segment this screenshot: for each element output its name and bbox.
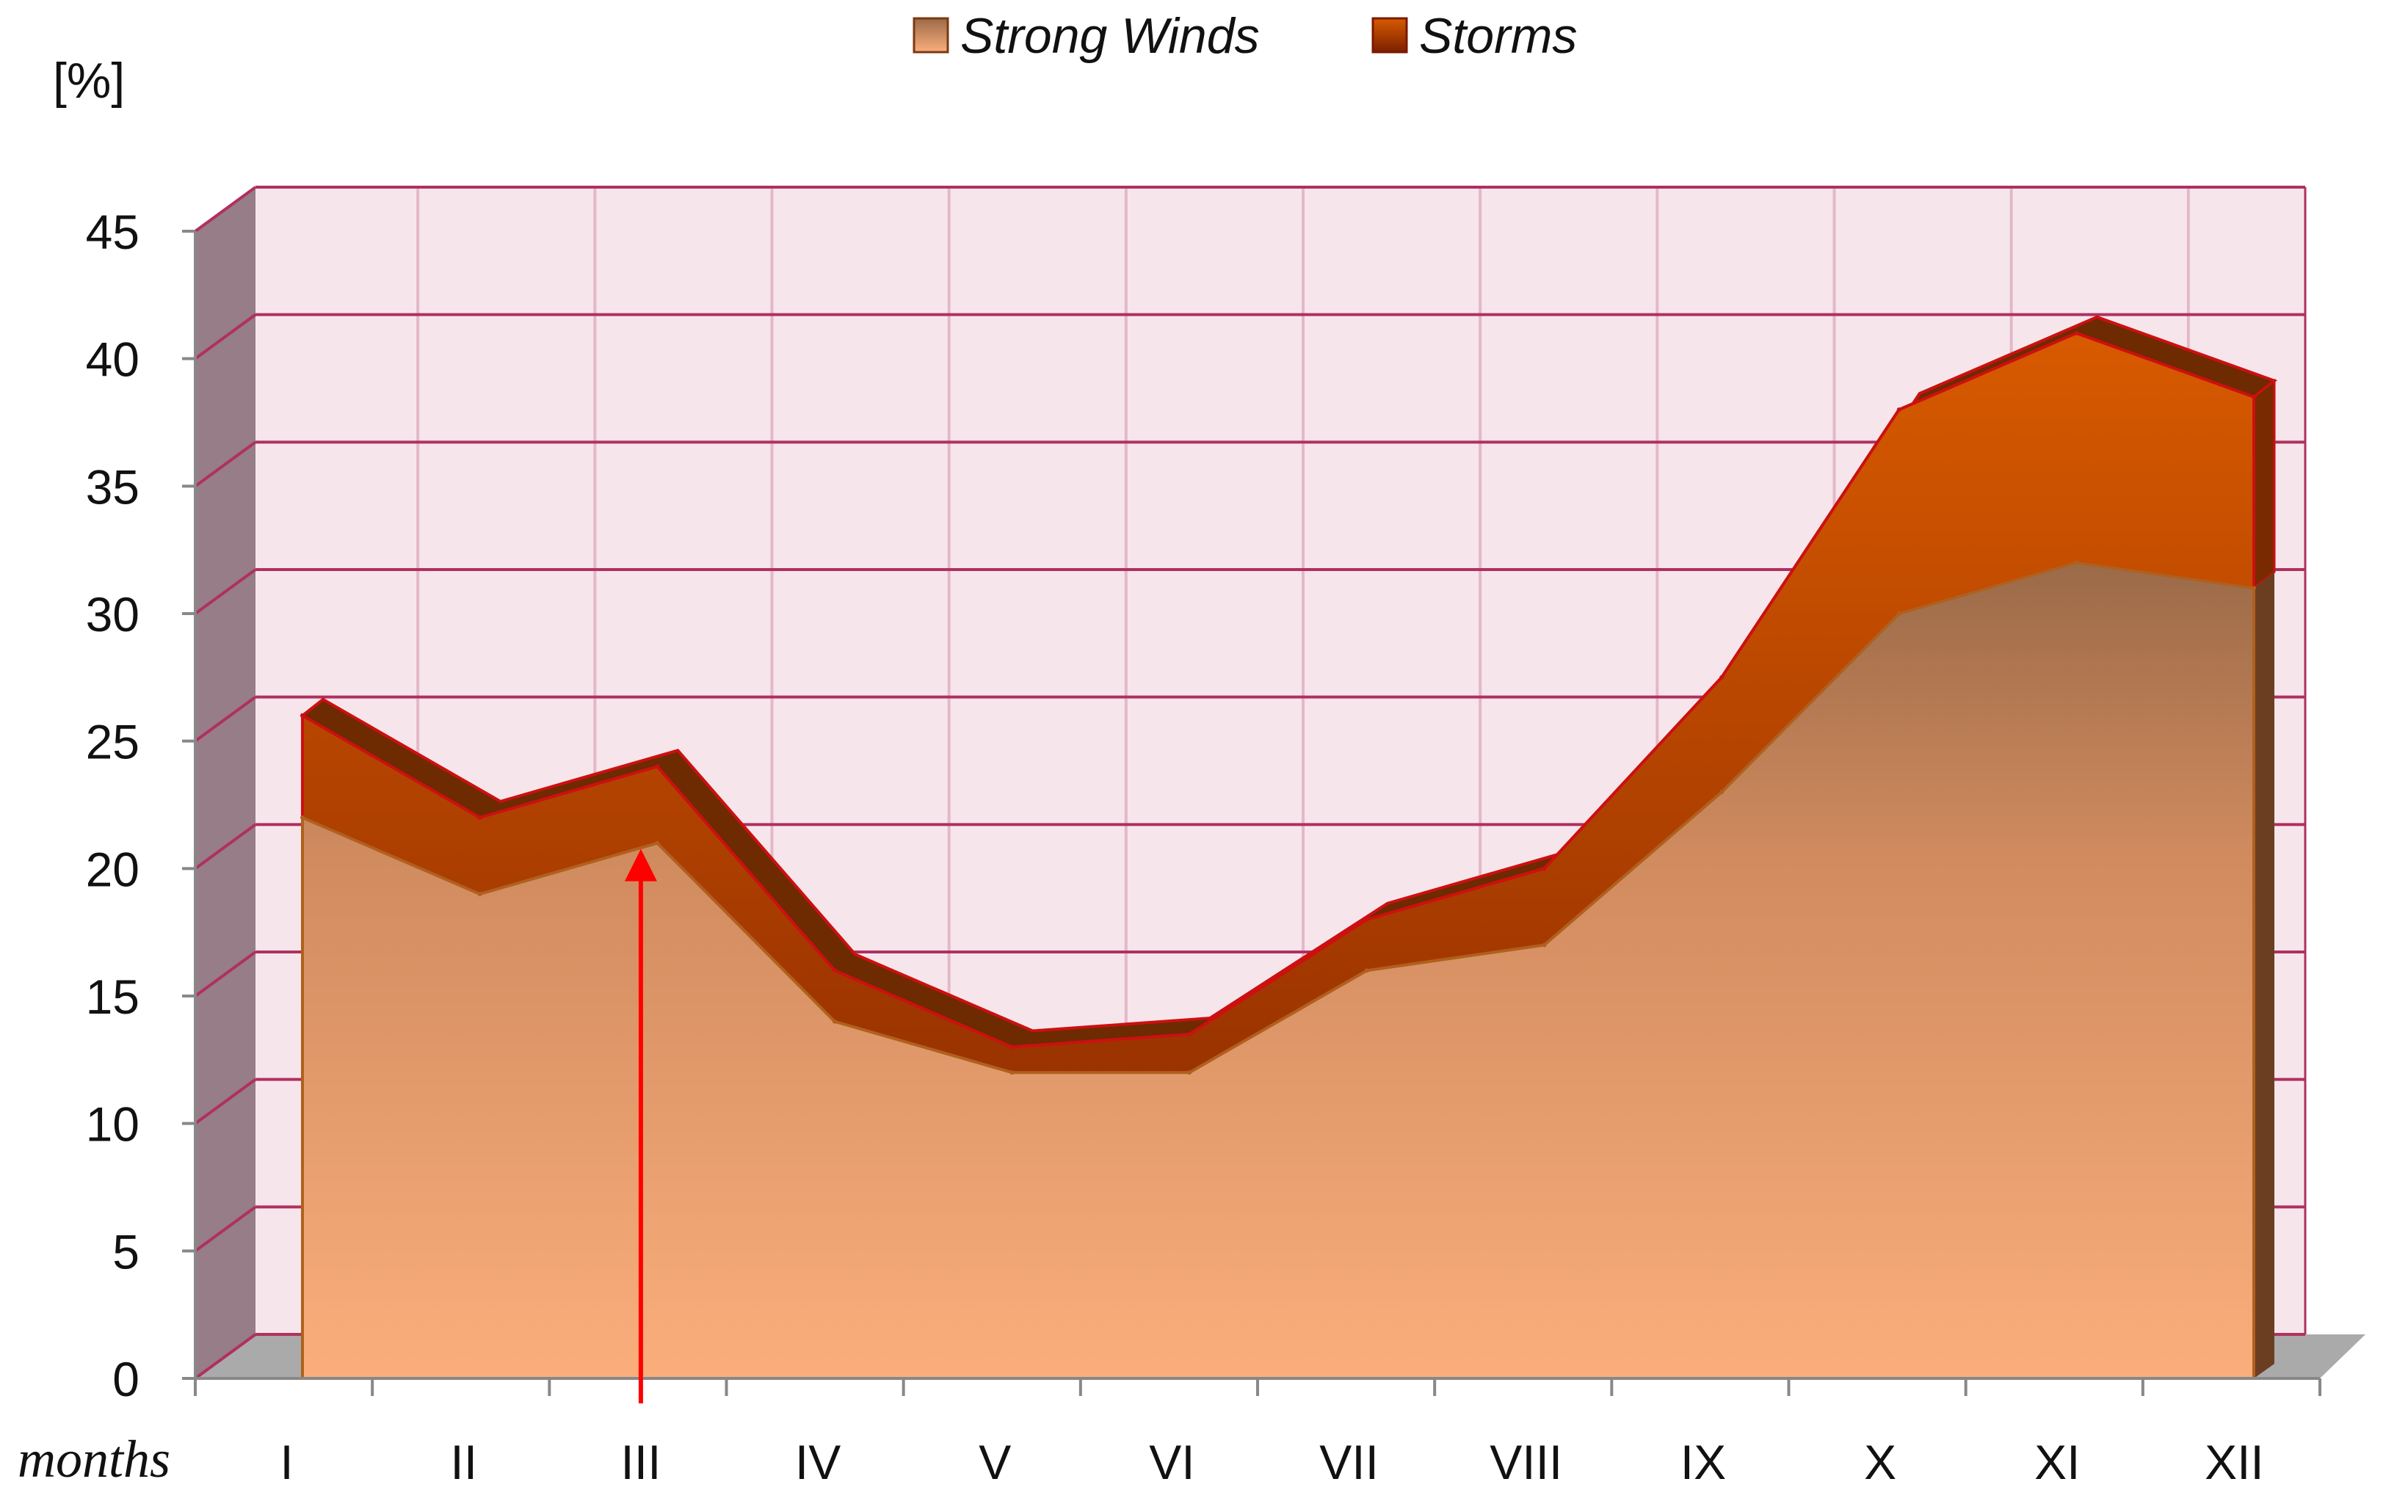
point-strong-winds bbox=[1364, 968, 1369, 973]
y-tick-label: 10 bbox=[86, 1097, 139, 1152]
point-storms bbox=[832, 968, 837, 973]
point-storms bbox=[1009, 1044, 1015, 1050]
x-tick-label: I bbox=[280, 1435, 293, 1489]
y-tick-label: 5 bbox=[112, 1224, 139, 1279]
x-tick-label: II bbox=[450, 1435, 477, 1489]
point-storms bbox=[1896, 407, 1901, 412]
y-tick-label: 40 bbox=[86, 332, 139, 387]
y-tick-label: 15 bbox=[86, 970, 139, 1024]
x-tick-label: III bbox=[620, 1435, 661, 1489]
y-tick-label: 35 bbox=[86, 459, 139, 514]
grid-line-side bbox=[194, 186, 257, 233]
x-tick-label: XII bbox=[2205, 1435, 2264, 1489]
point-storms bbox=[1364, 917, 1369, 922]
x-tick-label: VII bbox=[1319, 1435, 1379, 1489]
legend-label-storms: Storms bbox=[1419, 8, 1577, 64]
x-axis: I II III IV V VI VII VIII IX X XI XII bbox=[194, 1377, 2321, 1489]
point-strong-winds bbox=[1542, 942, 1547, 948]
point-storms bbox=[1187, 1032, 1192, 1037]
y-tick-label: 25 bbox=[86, 715, 139, 769]
marker-arrow bbox=[624, 848, 657, 1403]
grid-line-side bbox=[194, 1078, 257, 1125]
point-storms bbox=[655, 764, 660, 769]
grid-line-side bbox=[194, 1333, 257, 1380]
strong-winds-side-face bbox=[2254, 572, 2274, 1379]
point-storms bbox=[2252, 394, 2256, 399]
grid-line-side bbox=[194, 440, 257, 487]
storms-side-face bbox=[2252, 378, 2276, 591]
y-axis-unit-label: [%] bbox=[53, 53, 125, 109]
point-storms bbox=[1542, 866, 1547, 871]
grid-line-side bbox=[194, 568, 257, 615]
point-strong-winds bbox=[300, 815, 305, 820]
point-storms bbox=[2074, 330, 2079, 335]
series-layer bbox=[300, 315, 2278, 1380]
point-storms bbox=[300, 713, 305, 718]
y-tick-label: 20 bbox=[86, 842, 139, 896]
legend-swatch-storms bbox=[1371, 17, 1408, 54]
legend-item-storms[interactable]: Storms bbox=[1371, 8, 1577, 64]
legend: Strong Winds Storms bbox=[913, 8, 1577, 64]
x-tick-label: VIII bbox=[1490, 1435, 1562, 1489]
x-tick-label: IV bbox=[795, 1435, 841, 1489]
grid-line-side bbox=[194, 823, 257, 870]
point-strong-winds bbox=[2252, 586, 2256, 591]
grid-line-side bbox=[194, 313, 257, 360]
x-tick-label: IX bbox=[1680, 1435, 1726, 1489]
point-storms bbox=[1719, 675, 1725, 680]
legend-swatch-strong-winds bbox=[913, 17, 949, 54]
x-axis-title: months bbox=[18, 1430, 170, 1489]
x-tick-label: X bbox=[1864, 1435, 1896, 1489]
x-tick-label: XI bbox=[2034, 1435, 2080, 1489]
x-tick-label: VI bbox=[1149, 1435, 1194, 1489]
legend-item-strong-winds[interactable]: Strong Winds bbox=[913, 8, 1260, 64]
grid-line-side bbox=[194, 696, 257, 743]
y-axis: 0 5 10 15 20 25 30 35 40 45 bbox=[86, 205, 197, 1406]
x-tick-label: V bbox=[979, 1435, 1011, 1489]
point-strong-winds bbox=[477, 892, 482, 897]
point-storms bbox=[477, 815, 482, 820]
point-strong-winds bbox=[832, 1019, 837, 1024]
y-tick-label: 30 bbox=[86, 587, 139, 641]
y-tick-label: 45 bbox=[86, 205, 139, 259]
point-strong-winds bbox=[1009, 1070, 1015, 1075]
grid-line-side bbox=[194, 951, 257, 997]
point-strong-winds bbox=[1896, 611, 1901, 616]
point-strong-winds bbox=[2074, 560, 2079, 565]
point-strong-winds bbox=[1719, 790, 1725, 795]
left-side-wall bbox=[195, 187, 255, 1378]
marker-arrow-head bbox=[624, 848, 657, 882]
grid-line-side bbox=[194, 1205, 257, 1252]
point-strong-winds bbox=[655, 840, 660, 846]
y-tick-label: 0 bbox=[112, 1352, 139, 1406]
legend-label-strong-winds: Strong Winds bbox=[960, 8, 1260, 64]
point-strong-winds bbox=[1187, 1070, 1192, 1075]
